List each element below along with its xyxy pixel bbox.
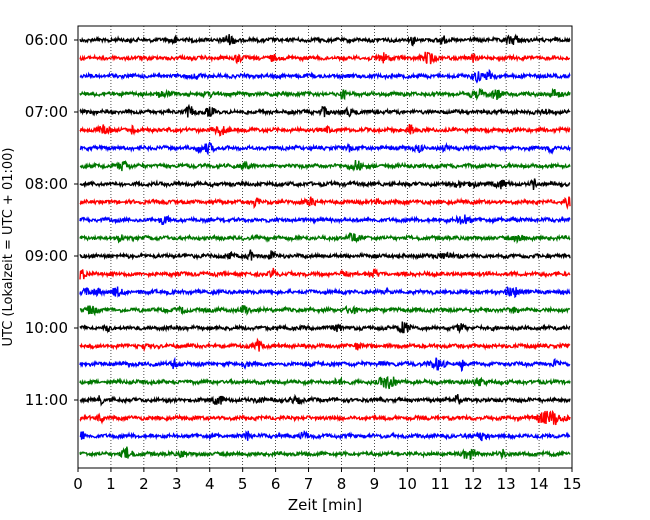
- trace-line: [79, 68, 571, 84]
- x-tick-label: 4: [205, 475, 215, 493]
- x-axis-ticks: 0 1 2 3 4 5 6 7 8 9 10 11 12 13 14 15: [73, 468, 582, 493]
- x-tick-label: 1: [106, 475, 116, 493]
- x-tick-label: 5: [238, 475, 248, 493]
- trace-line: [79, 249, 571, 261]
- trace-line: [79, 356, 571, 373]
- y-axis-ticks: 06:00 07:00 08:00 09:00 10:00 11:00: [25, 31, 78, 409]
- trace-line: [79, 160, 571, 172]
- y-tick-label: 07:00: [25, 103, 68, 121]
- x-tick-label: 0: [73, 475, 83, 493]
- trace-line: [79, 51, 570, 65]
- x-tick-label: 14: [530, 475, 549, 493]
- x-tick-label: 9: [370, 475, 380, 493]
- trace-line: [79, 304, 571, 317]
- trace-line: [79, 124, 571, 137]
- y-tick-label: 11:00: [25, 391, 68, 409]
- trace-line: [79, 231, 571, 245]
- x-tick-label: 3: [172, 475, 182, 493]
- trace-line: [79, 103, 571, 118]
- trace-line: [79, 33, 571, 47]
- x-tick-label: 7: [304, 475, 314, 493]
- trace-line: [79, 178, 571, 190]
- x-tick-label: 15: [562, 475, 581, 493]
- y-tick-label: 09:00: [25, 247, 68, 265]
- trace-line: [79, 393, 571, 407]
- trace-line: [79, 141, 571, 156]
- trace-lines: [79, 33, 571, 461]
- y-tick-label: 06:00: [25, 31, 68, 49]
- y-tick-label: 10:00: [25, 319, 68, 337]
- trace-line: [79, 376, 571, 390]
- trace-line: [79, 214, 571, 226]
- y-axis-label: UTC (Lokalzeit = UTC + 01:00): [1, 148, 16, 347]
- x-tick-label: 11: [431, 475, 450, 493]
- plot-frame: [77, 25, 573, 469]
- trace-line: [79, 446, 571, 461]
- trace-line: [79, 196, 571, 210]
- trace-line: [79, 430, 571, 442]
- x-tick-label: 10: [398, 475, 417, 493]
- x-tick-label: 12: [464, 475, 483, 493]
- y-tick-label: 08:00: [25, 175, 68, 193]
- trace-line: [79, 267, 571, 280]
- trace-line: [79, 337, 571, 353]
- x-tick-label: 2: [139, 475, 149, 493]
- trace-line: [79, 321, 571, 335]
- trace-line: [79, 285, 571, 299]
- x-tick-label: 6: [271, 475, 281, 493]
- x-tick-label: 8: [337, 475, 347, 493]
- trace-line: [79, 87, 571, 101]
- x-tick-label: 13: [497, 475, 516, 493]
- x-axis-label: Zeit [min]: [288, 496, 362, 514]
- trace-line: [79, 409, 571, 426]
